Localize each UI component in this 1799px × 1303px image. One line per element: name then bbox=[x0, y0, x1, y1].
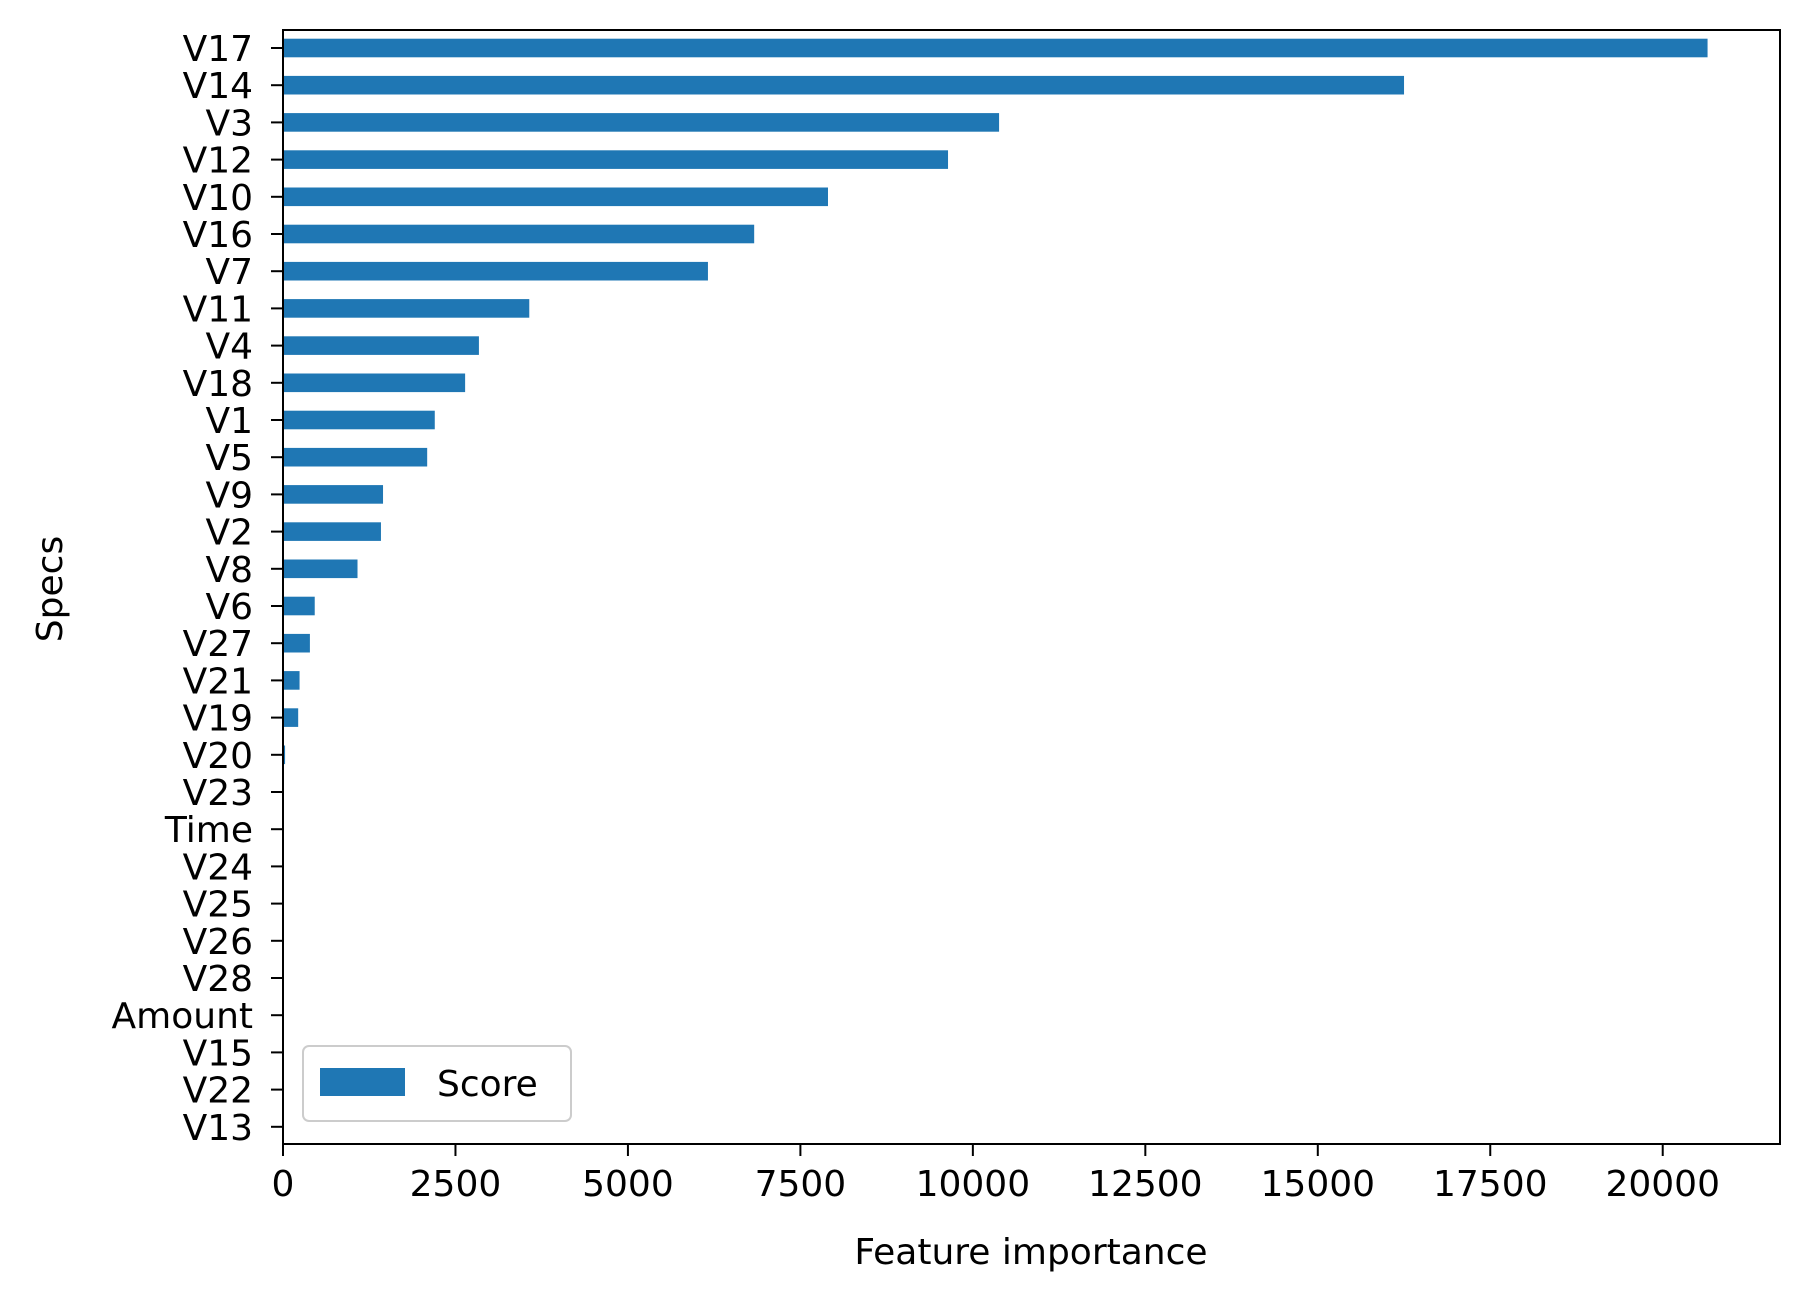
bar bbox=[283, 745, 286, 765]
x-tick-label: 10000 bbox=[916, 1164, 1031, 1205]
x-tick-label: 7500 bbox=[755, 1164, 847, 1205]
y-tick-label: V25 bbox=[183, 885, 253, 926]
bar bbox=[283, 224, 755, 244]
legend: Score bbox=[302, 1045, 572, 1122]
bar bbox=[283, 75, 1405, 95]
y-tick-label: V11 bbox=[183, 289, 253, 330]
y-tick-label: V15 bbox=[183, 1033, 253, 1074]
y-tick-label: V10 bbox=[183, 178, 253, 219]
bar bbox=[283, 485, 384, 504]
x-tick-label: 0 bbox=[272, 1164, 295, 1205]
y-tick-label: V5 bbox=[205, 438, 253, 479]
x-tick-label: 17500 bbox=[1433, 1164, 1548, 1205]
y-tick-label: V28 bbox=[183, 959, 253, 1000]
x-tick-label: 5000 bbox=[582, 1164, 674, 1205]
y-tick-label: V18 bbox=[183, 364, 253, 405]
y-tick-label: V3 bbox=[205, 103, 253, 144]
y-tick-label: Amount bbox=[112, 996, 253, 1037]
y-tick-label: V20 bbox=[183, 736, 253, 777]
legend-swatch bbox=[320, 1068, 405, 1096]
x-axis-ticks: 0 2500 5000 7500 10000 12500 15000 17500 20000 bbox=[272, 1144, 1720, 1205]
x-tick-label: 15000 bbox=[1261, 1164, 1376, 1205]
bar bbox=[283, 559, 358, 579]
x-tick-label: 12500 bbox=[1088, 1164, 1203, 1205]
bar bbox=[283, 150, 949, 169]
y-tick-label: V23 bbox=[183, 773, 253, 814]
bar bbox=[283, 261, 708, 281]
bar bbox=[283, 671, 300, 690]
bar bbox=[283, 596, 315, 616]
bar bbox=[283, 410, 435, 430]
y-tick-label: V6 bbox=[205, 587, 253, 628]
y-tick-label: V27 bbox=[183, 624, 253, 665]
bar bbox=[283, 336, 479, 355]
y-tick-label: V26 bbox=[183, 922, 253, 963]
y-axis-ticks: V17V14V3V12V10V16V7V11V4V18V1V5V9V2V8V6V… bbox=[112, 29, 283, 1149]
y-tick-label: V4 bbox=[205, 327, 253, 368]
y-tick-label: V22 bbox=[183, 1071, 253, 1112]
bar bbox=[283, 38, 1708, 58]
y-tick-label: V21 bbox=[183, 661, 253, 702]
bar bbox=[283, 447, 428, 467]
bar bbox=[283, 113, 1000, 132]
bar bbox=[283, 633, 310, 653]
y-tick-label: V9 bbox=[205, 475, 253, 516]
bar bbox=[283, 708, 299, 727]
y-tick-label: V16 bbox=[183, 215, 253, 256]
x-axis-label: Feature importance bbox=[854, 1232, 1207, 1273]
y-axis-label: Specs bbox=[30, 536, 71, 642]
y-tick-label: V8 bbox=[205, 550, 253, 591]
x-tick-label: 2500 bbox=[410, 1164, 502, 1205]
y-tick-label: V7 bbox=[205, 252, 253, 293]
y-tick-label: V1 bbox=[205, 401, 253, 442]
y-tick-label: V17 bbox=[183, 29, 253, 70]
y-tick-label: V12 bbox=[183, 141, 253, 182]
bar bbox=[283, 299, 530, 318]
y-tick-label: V24 bbox=[183, 847, 253, 888]
y-tick-label: V14 bbox=[183, 66, 253, 107]
bar bbox=[283, 373, 466, 393]
y-tick-label: V13 bbox=[183, 1108, 253, 1149]
plot-frame bbox=[282, 29, 1781, 1145]
bar bbox=[283, 522, 381, 541]
y-tick-label: Time bbox=[164, 810, 253, 851]
legend-frame bbox=[302, 1045, 572, 1122]
y-tick-label: V19 bbox=[183, 699, 253, 740]
bar bbox=[283, 187, 828, 207]
x-tick-label: 20000 bbox=[1605, 1164, 1720, 1205]
bars bbox=[283, 38, 1708, 765]
y-tick-label: V2 bbox=[205, 513, 253, 554]
legend-label: Score bbox=[437, 1064, 538, 1105]
